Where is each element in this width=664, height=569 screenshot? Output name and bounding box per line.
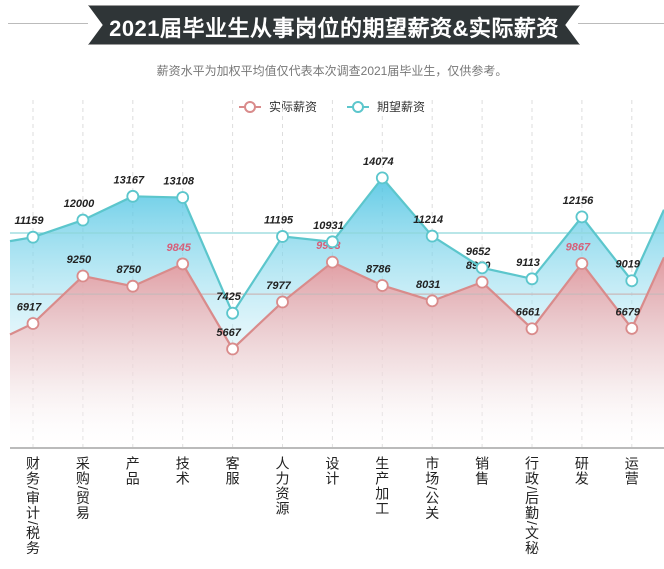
data-point: [475, 275, 489, 289]
data-label: 9019: [616, 259, 641, 271]
x-tick-label: 财务/审计/税务: [25, 456, 41, 556]
data-point: [176, 191, 190, 204]
data-label: 5667: [216, 327, 241, 339]
x-tick-label: 人力资源: [274, 456, 291, 516]
dot-icon: [104, 21, 109, 26]
data-point: [176, 257, 190, 271]
x-tick-label: 设计: [324, 456, 341, 486]
legend-label: 实际薪资: [268, 100, 317, 114]
data-label: 9250: [67, 254, 92, 266]
legend-item-actual: 实际薪资: [238, 98, 317, 115]
data-label: 11214: [413, 214, 443, 226]
x-tick-label: 采购/贸易: [74, 456, 91, 521]
data-label: 9113: [516, 257, 540, 269]
x-tick-label: 技术: [174, 456, 191, 486]
x-tick-label: 运营: [623, 456, 640, 486]
data-point: [276, 295, 289, 309]
data-point: [525, 322, 539, 336]
data-point: [575, 210, 589, 224]
data-point: [76, 269, 90, 283]
data-label: 13167: [114, 174, 145, 186]
legend-item-expected: 期望薪资: [347, 98, 425, 115]
legend-label: 期望薪资: [377, 100, 426, 114]
data-label: 7425: [216, 291, 241, 303]
divider: [578, 23, 664, 24]
data-point: [76, 213, 90, 227]
data-point: [276, 230, 289, 243]
data-point: [575, 257, 589, 270]
x-tick-label: 市场/公关: [424, 456, 441, 521]
x-tick-label: 产品: [124, 456, 141, 486]
dot-icon: [558, 21, 563, 26]
data-label: 6917: [17, 302, 42, 314]
x-tick-label: 销售: [474, 456, 491, 486]
x-tick-label: 研发: [573, 456, 590, 486]
data-point: [126, 279, 140, 293]
data-point: [325, 255, 339, 269]
data-label: 12000: [64, 198, 95, 210]
data-label: 7977: [266, 280, 291, 292]
title-banner: 2021届毕业生从事岗位的期望薪资&实际薪资: [0, 0, 664, 48]
data-point: [625, 321, 639, 335]
chart-subtitle: 薪资水平为加权平均值仅代表本次调查2021届毕业生，仅供参考。: [156, 64, 508, 78]
x-tick-label: 客服: [224, 456, 241, 486]
data-point: [525, 272, 539, 286]
data-point: [26, 230, 40, 244]
data-label: 8031: [416, 279, 440, 291]
chart-title: 2021届毕业生从事岗位的期望薪资&实际薪资: [109, 16, 559, 41]
x-tick-label: 生产加工: [374, 456, 391, 516]
data-label: 14074: [363, 156, 394, 168]
legend: 实际薪资 期望薪资: [0, 98, 664, 115]
data-label: 12156: [563, 195, 594, 207]
data-point: [375, 171, 389, 185]
data-label: 9652: [466, 246, 490, 258]
legend-marker-icon: [238, 100, 261, 113]
data-point: [226, 306, 240, 320]
data-label: 13108: [163, 176, 194, 188]
data-point: [625, 274, 639, 288]
data-point: [425, 229, 439, 243]
banner: 2021届毕业生从事岗位的期望薪资&实际薪资: [88, 5, 580, 45]
data-label: 11159: [15, 215, 45, 227]
data-label: 9867: [566, 241, 591, 253]
data-point: [475, 261, 489, 275]
data-label: 10931: [313, 220, 344, 232]
data-label: 6679: [616, 306, 641, 318]
data-point: [26, 317, 40, 330]
data-label: 9845: [166, 242, 191, 254]
data-label: 11195: [264, 214, 294, 226]
legend-marker-icon: [347, 100, 369, 113]
data-label: 8786: [366, 263, 391, 275]
x-tick-label: 行政/后勤/文秘: [524, 456, 540, 556]
data-point: [375, 279, 389, 292]
divider: [8, 23, 88, 24]
data-point: [226, 342, 240, 356]
data-label: 8750: [117, 264, 142, 276]
data-label: 6661: [516, 307, 540, 319]
data-point: [325, 235, 339, 249]
series-area: [10, 257, 664, 448]
data-point: [425, 294, 439, 308]
data-point: [126, 189, 140, 203]
